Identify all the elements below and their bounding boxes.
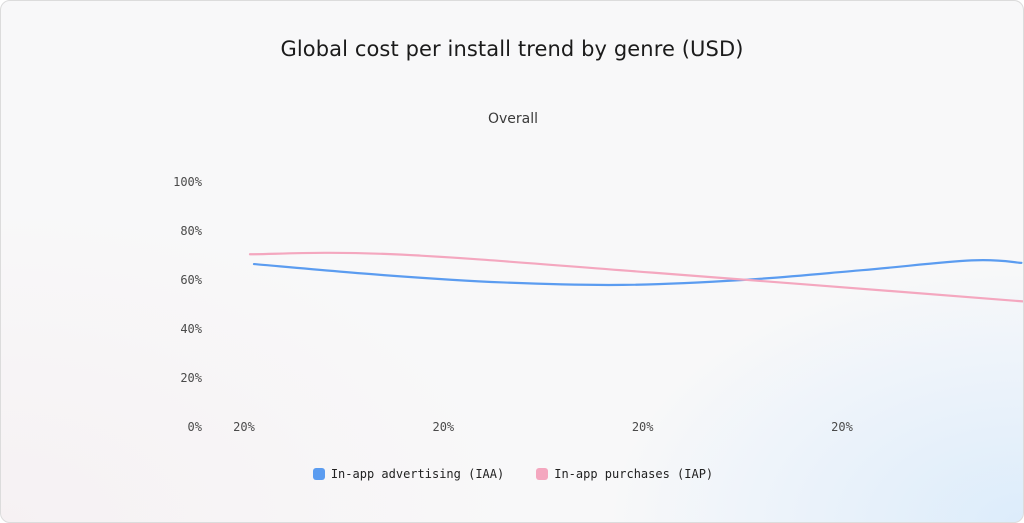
y-tick-label: 20%	[180, 371, 202, 385]
x-tick-label: 20%	[632, 420, 654, 434]
chart-subtitle: Overall	[487, 111, 539, 127]
series-lines	[248, 251, 1023, 303]
chart-title: Global cost per install trend by genre (…	[280, 37, 744, 61]
legend-item-iaa[interactable]: In-app advertising (IAA)	[312, 467, 505, 481]
y-tick-label: 80%	[180, 224, 202, 238]
y-tick-label: 40%	[180, 322, 202, 336]
legend-item-iap[interactable]: In-app purchases (IAP)	[536, 467, 713, 481]
legend-label-iaa: In-app advertising (IAA)	[330, 467, 505, 481]
y-tick-label: 100%	[173, 175, 203, 189]
y-axis-ticks: 0% 20% 40% 60% 80% 100%	[173, 175, 203, 434]
y-tick-label: 0%	[188, 420, 203, 434]
legend-swatch-iaa	[312, 468, 325, 480]
series-line-iaa	[252, 259, 1023, 287]
legend-label-iap: In-app purchases (IAP)	[554, 467, 714, 481]
x-tick-label: 20%	[831, 420, 853, 434]
legend-swatch-iap	[536, 468, 549, 480]
x-tick-label: 20%	[233, 420, 255, 434]
series-line-iap	[248, 251, 1023, 303]
y-tick-label: 60%	[180, 273, 202, 287]
x-tick-label: 20%	[432, 420, 454, 434]
chart-legend: In-app advertising (IAA) In-app purchase…	[1, 467, 1023, 481]
x-axis-ticks: 20% 20% 20% 20%	[233, 420, 853, 434]
